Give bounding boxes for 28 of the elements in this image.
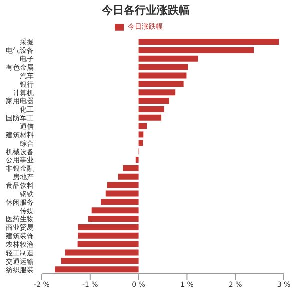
bar: [136, 157, 139, 164]
bar: [78, 232, 139, 239]
bar: [65, 250, 139, 256]
bar: [138, 98, 170, 104]
bar: [61, 258, 139, 264]
bar: [101, 199, 139, 206]
bar: [138, 64, 188, 70]
bar: [118, 174, 139, 180]
bar: [138, 140, 144, 146]
bar: [138, 123, 148, 130]
bar: [92, 208, 139, 214]
bar: [88, 216, 139, 222]
bar: [138, 81, 184, 88]
bar: [78, 241, 139, 248]
bar: [138, 106, 164, 112]
bar: [107, 182, 139, 188]
bar: [106, 190, 139, 197]
bar: [123, 165, 139, 172]
bar: [138, 132, 144, 138]
bar: [138, 114, 162, 121]
bar: [138, 90, 176, 96]
bar: [55, 266, 139, 273]
bar: [138, 47, 254, 54]
bar: [78, 224, 139, 230]
chart-title: 今日各行业涨跌幅: [101, 4, 191, 18]
bar: [138, 72, 187, 79]
bar: [138, 56, 198, 62]
bar: [138, 39, 280, 46]
